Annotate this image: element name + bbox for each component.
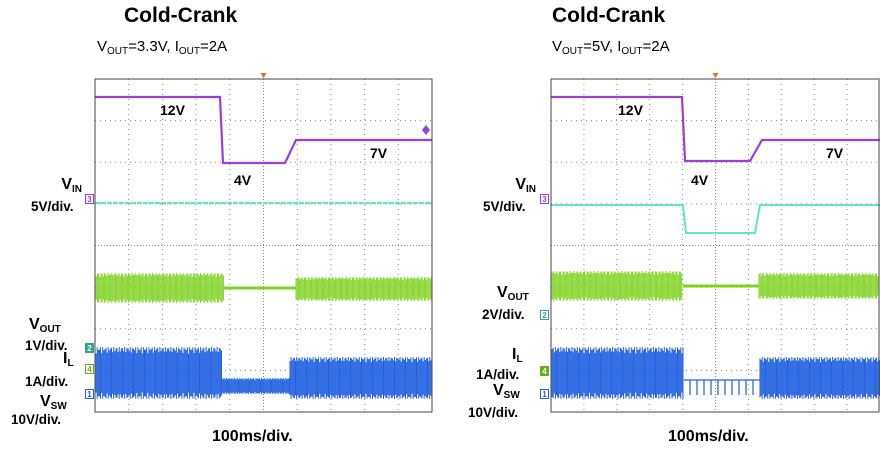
ch4-marker-left: 4: [85, 364, 94, 374]
ch3-marker-right: 3: [540, 194, 549, 204]
trigger-marker-left: [260, 73, 267, 78]
il-label-right: IL: [512, 346, 523, 366]
vin-recover-label-left: 7V: [370, 145, 388, 161]
vsw-scale-right: 10V/div.: [468, 405, 519, 420]
timebase-right: 100ms/div.: [668, 428, 749, 445]
vin-scale-left: 5V/div.: [31, 199, 74, 214]
vin-level-marker-left: [422, 125, 430, 135]
vout-label-left: VOUT: [29, 316, 61, 336]
vsw-trace-recover-right: [759, 357, 880, 399]
vout-scale-right: 2V/div.: [482, 307, 525, 322]
il-trace-recover-left: [295, 277, 433, 301]
scope-border-right: [550, 78, 880, 413]
vsw-label-left: VSW: [40, 393, 67, 413]
chart-title-right: Cold-Crank: [552, 4, 666, 27]
ch1-marker-left: 1: [85, 389, 94, 399]
il-scale-left: 1A/div.: [25, 374, 69, 389]
grid-right: [551, 73, 880, 412]
vsw-trace-high-right: [550, 347, 684, 399]
vin-scale-right: 5V/div.: [483, 199, 526, 214]
vout-trace-right: [551, 204, 880, 234]
ch3-marker-left: 3: [85, 194, 94, 204]
vin-high-label-left: 12V: [160, 102, 185, 118]
chart-subtitle-left: VOUT=3.3V, IOUT=2A: [97, 38, 228, 57]
traces-left: [94, 78, 433, 413]
ch2-marker-left: 2: [85, 343, 94, 353]
il-trace-high-right: [550, 271, 683, 301]
il-scale-right: 1A/div.: [476, 367, 520, 382]
vin-trace-left: [95, 95, 432, 165]
vsw-trace-low-right: [684, 379, 760, 395]
chart-title-left: Cold-Crank: [124, 4, 238, 27]
vsw-scale-left: 10V/div.: [11, 412, 62, 427]
vsw-trace-low-left: [221, 378, 290, 394]
vin-low-label-right: 4V: [691, 172, 709, 188]
il-trace-recover-right: [758, 273, 880, 299]
traces-right: [550, 78, 880, 413]
ch2-marker-right: 2: [540, 310, 549, 320]
vin-recover-label-right: 7V: [826, 145, 844, 161]
vin-low-label-left: 4V: [234, 172, 252, 188]
scope-border-left: [94, 78, 433, 413]
il-label-left: IL: [63, 350, 74, 370]
ch4-marker-right: 4: [540, 366, 549, 376]
vout-label-right: VOUT: [497, 284, 529, 304]
vin-trace-right: [551, 95, 880, 163]
trigger-marker-right: [712, 73, 719, 78]
vin-label-right: VIN: [515, 176, 536, 196]
timebase-left: 100ms/div.: [212, 428, 293, 445]
vsw-trace-recover-left: [289, 357, 433, 399]
vin-high-label-right: 12V: [618, 102, 643, 118]
vout-scale-left: 1V/div.: [25, 338, 68, 353]
chart-subtitle-right: VOUT=5V, IOUT=2A: [552, 38, 670, 57]
vsw-label-right: VSW: [493, 382, 520, 402]
ch1-marker-right: 1: [540, 389, 549, 399]
vin-label-left: VIN: [61, 176, 82, 196]
